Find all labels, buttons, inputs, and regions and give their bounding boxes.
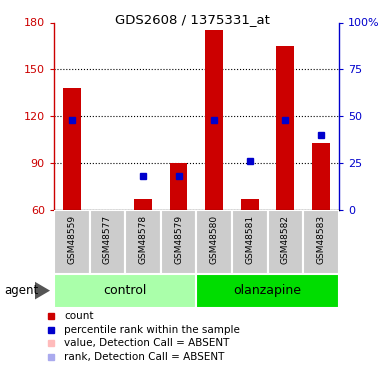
Bar (232, 210, 268, 274)
Bar (125, 210, 161, 274)
Text: value, Detection Call = ABSENT: value, Detection Call = ABSENT (64, 338, 229, 348)
Text: olanzapine: olanzapine (234, 284, 301, 297)
Text: agent: agent (4, 284, 38, 297)
Bar (90, 210, 125, 274)
Text: control: control (104, 284, 147, 297)
Bar (170, 163, 187, 210)
Bar (205, 30, 223, 210)
Text: GSM48577: GSM48577 (103, 215, 112, 264)
Text: GSM48579: GSM48579 (174, 215, 183, 264)
Bar (134, 199, 152, 210)
Text: count: count (64, 311, 94, 321)
Bar (303, 210, 339, 274)
Polygon shape (35, 282, 50, 300)
Bar (312, 143, 330, 210)
Text: rank, Detection Call = ABSENT: rank, Detection Call = ABSENT (64, 352, 224, 362)
Bar (268, 210, 303, 274)
Bar (241, 199, 259, 210)
Text: GDS2608 / 1375331_at: GDS2608 / 1375331_at (115, 13, 270, 26)
Bar (54, 274, 196, 308)
Bar (196, 210, 232, 274)
Text: GSM48578: GSM48578 (139, 215, 147, 264)
Text: GSM48583: GSM48583 (316, 215, 325, 264)
Bar (276, 46, 294, 210)
Text: GSM48581: GSM48581 (245, 215, 254, 264)
Text: GSM48559: GSM48559 (67, 215, 76, 264)
Bar (196, 274, 339, 308)
Text: percentile rank within the sample: percentile rank within the sample (64, 324, 240, 334)
Bar (63, 88, 80, 210)
Bar (54, 210, 90, 274)
Text: GSM48580: GSM48580 (210, 215, 219, 264)
Bar (161, 210, 196, 274)
Text: GSM48582: GSM48582 (281, 215, 290, 264)
